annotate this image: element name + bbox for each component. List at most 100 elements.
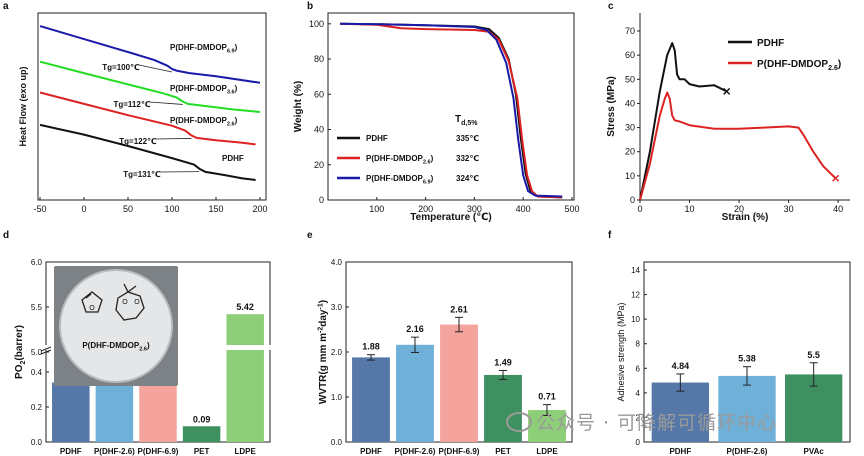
- break-mark-c: [723, 87, 731, 95]
- y-tick-label-c: 20: [625, 147, 635, 157]
- y-tick-label-e: 3.0: [331, 303, 343, 312]
- bar-e: [396, 344, 434, 442]
- y-tick-label-c: 50: [625, 74, 635, 84]
- y-tick-label-c: 40: [625, 98, 635, 108]
- y-tick-label-d: 0.0: [31, 438, 43, 447]
- x-tick-label-c: 30: [784, 204, 794, 214]
- label-part: 2: [20, 361, 27, 365]
- y-tick-label-c: 0: [630, 195, 635, 205]
- category-label-f: PDHF: [669, 447, 691, 456]
- watermark-text: 公众号 · 可降解可循环中心: [536, 412, 778, 434]
- y-axis-label-b: Weight (%): [293, 81, 304, 132]
- y-tick-label-d: 0.4: [31, 368, 43, 377]
- y-tick-label-e: 2.0: [331, 348, 343, 357]
- tg-leader-a: [155, 138, 192, 140]
- bar-f: [651, 382, 709, 442]
- atom-label-d: O: [89, 305, 95, 312]
- panel-letter-f: f: [608, 230, 612, 241]
- series-line-a: [39, 60, 261, 113]
- y-tick-label-f: 12: [631, 291, 640, 300]
- panel-letter-b: b: [307, 1, 313, 12]
- label-part: PDHF: [757, 38, 784, 49]
- label-part: ): [147, 341, 150, 350]
- x-tick-label-c: 10: [685, 204, 695, 214]
- label-part: P(DHF-DMDOP: [366, 154, 424, 163]
- category-label-e: P(DHF-6.9): [439, 447, 480, 456]
- break-mark-c: [832, 174, 840, 182]
- series-label-a: P(DHF-DMDOP6.9): [170, 43, 238, 54]
- y-tick-label-b: 60: [314, 89, 324, 99]
- legend-label-b: P(DHF-DMDOP6.9): [366, 174, 434, 185]
- y-tick-label-f: 14: [631, 266, 640, 275]
- y-tick-label-c: 60: [625, 50, 635, 60]
- y-tick-label-b: 20: [314, 160, 324, 170]
- tg-label-a: Tg=112℃: [113, 100, 150, 109]
- value-label-e: 0.71: [538, 392, 556, 402]
- x-tick-label-a: 200: [252, 204, 267, 214]
- x-axis-label-b: Temperature (℃): [410, 212, 491, 223]
- label-part: 3.6: [227, 89, 235, 95]
- value-label-e: 2.16: [406, 324, 424, 334]
- y-tick-label-e: 1.0: [331, 393, 343, 402]
- wechat-icon: [506, 412, 532, 432]
- tg-leader-a: [149, 101, 183, 105]
- label-part: P(DHF-DMDOP: [757, 59, 828, 70]
- label-part: P(DHF-DMDOP: [170, 43, 228, 52]
- y-tick-label-f: 6: [636, 364, 641, 373]
- x-tick-label-b: 500: [564, 204, 579, 214]
- label-part: 6.9: [423, 179, 431, 185]
- label-part: ): [235, 84, 238, 93]
- y-tick-label-d: 5.0: [31, 348, 43, 357]
- label-part: 2.6: [828, 65, 838, 72]
- label-part: P(DHF-DMDOP: [82, 341, 140, 350]
- tg-label-a: Tg=131℃: [123, 170, 161, 179]
- y-tick-label-f: 8: [636, 340, 641, 349]
- label-part: ): [431, 154, 434, 163]
- y-tick-label-b: 80: [314, 54, 324, 64]
- tg-label-a: Tg=122℃: [119, 137, 157, 146]
- value-label-d: 0.09: [193, 414, 211, 424]
- label-part: ): [838, 59, 841, 70]
- label-part: 2.6: [227, 121, 235, 127]
- series-line-a: [39, 91, 256, 146]
- legend-header-b: Td,5%: [455, 114, 478, 127]
- label-part: ): [318, 300, 329, 303]
- legend-value-b: 335℃: [456, 134, 479, 143]
- panel-letter-e: e: [307, 230, 313, 241]
- label-part: 2.6: [423, 159, 431, 165]
- bar-e: [440, 324, 478, 442]
- y-tick-label-f: 10: [631, 315, 640, 324]
- plot-frame-a: [37, 12, 267, 201]
- label-part: T: [455, 114, 461, 125]
- legend-label-b: P(DHF-DMDOP2.6): [366, 154, 434, 165]
- molecule-dhf-d: [81, 291, 103, 313]
- legend-label-c: P(DHF-DMDOP2.6): [757, 59, 841, 72]
- y-tick-label-f: 4: [636, 389, 641, 398]
- y-axis-label-d: PO2(barrer): [14, 325, 27, 379]
- x-tick-label-a: -50: [33, 204, 46, 214]
- label-part: ): [235, 43, 238, 52]
- atom-label-d: O: [134, 299, 140, 306]
- series-line-c: [639, 42, 728, 201]
- x-tick-label-b: 400: [516, 204, 531, 214]
- label-part: ): [235, 116, 238, 125]
- y-tick-label-b: 100: [309, 19, 324, 29]
- label-part: PO: [14, 364, 25, 379]
- bar-d: [182, 426, 221, 442]
- y-tick-label-b: 0: [319, 195, 324, 205]
- value-label-e: 1.88: [362, 342, 380, 352]
- value-label-e: 1.49: [494, 357, 512, 367]
- tg-leader-a: [138, 64, 173, 73]
- watermark: 公众号 · 可降解可循环中心: [506, 408, 777, 435]
- label-part: 6.9: [227, 48, 235, 54]
- series-line-a: [39, 123, 256, 181]
- label-part: -1: [318, 303, 325, 309]
- y-tick-label-f: 2: [636, 413, 641, 422]
- series-line-b: [340, 22, 563, 198]
- y-tick-label-d: 5.5: [31, 303, 43, 312]
- atom-label-d: O: [122, 299, 128, 306]
- category-label-e: PDHF: [360, 447, 382, 456]
- molecule-dmdop-d: [115, 283, 145, 321]
- label-part: P(DHF-DMDOP: [366, 174, 424, 183]
- panel-letter-d: d: [3, 230, 9, 241]
